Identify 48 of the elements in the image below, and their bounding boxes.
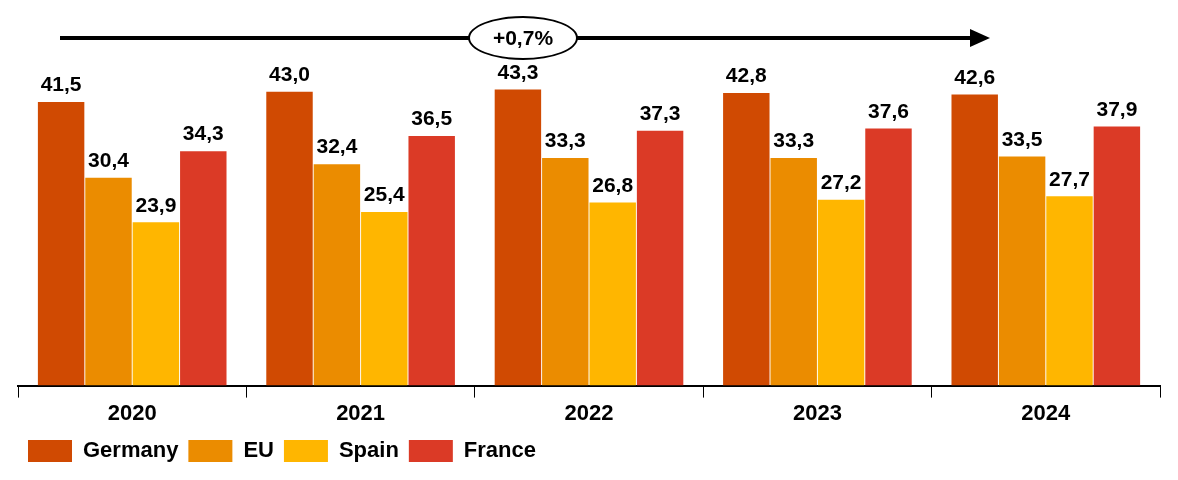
data-label: 37,3 <box>639 100 681 124</box>
legend-label: EU <box>243 437 274 463</box>
data-label: 42,8 <box>725 63 768 87</box>
bar <box>636 130 684 386</box>
bar <box>723 93 770 386</box>
legend-label: Spain <box>338 437 399 463</box>
bar <box>542 157 589 386</box>
data-label: 43,0 <box>269 61 310 85</box>
bar <box>266 91 313 386</box>
data-label: 27,2 <box>820 169 862 193</box>
data-label: 41,5 <box>40 72 82 96</box>
bar <box>180 151 227 386</box>
data-label: 26,8 <box>592 172 634 196</box>
data-label: 27,7 <box>1049 166 1090 190</box>
bar <box>951 94 998 386</box>
bar <box>817 199 865 386</box>
bar <box>85 177 132 386</box>
bar <box>361 211 408 386</box>
bar <box>408 136 455 386</box>
bar <box>313 164 361 386</box>
data-label: 23,9 <box>135 192 177 216</box>
x-tick-label: 2022 <box>564 399 614 425</box>
bar <box>132 222 180 386</box>
data-label: 42,6 <box>954 64 996 88</box>
data-label: 43,3 <box>497 59 539 83</box>
data-label: 25,4 <box>363 182 406 206</box>
legend-label: France <box>463 437 536 463</box>
x-tick-label: 2024 <box>1021 399 1072 425</box>
x-tick-label: 2023 <box>792 399 842 425</box>
bar <box>998 156 1046 386</box>
legend-label: Germany <box>83 437 180 463</box>
data-label: 32,4 <box>316 134 358 158</box>
bar <box>770 157 817 386</box>
x-tick-label: 2020 <box>107 399 157 425</box>
data-label: 37,9 <box>1096 96 1138 120</box>
data-label: 33,3 <box>544 128 586 152</box>
data-label: 37,6 <box>868 98 909 122</box>
data-label: 36,5 <box>411 106 453 130</box>
data-label: 30,4 <box>88 148 130 172</box>
data-label: 33,3 <box>773 128 815 152</box>
x-tick-label: 2021 <box>336 399 386 425</box>
bar <box>865 128 912 386</box>
data-label: 33,5 <box>1001 126 1043 150</box>
bar <box>1046 196 1093 386</box>
data-label: 34,3 <box>182 121 224 145</box>
bar <box>37 101 85 386</box>
bar <box>589 202 636 386</box>
bar <box>494 89 542 386</box>
